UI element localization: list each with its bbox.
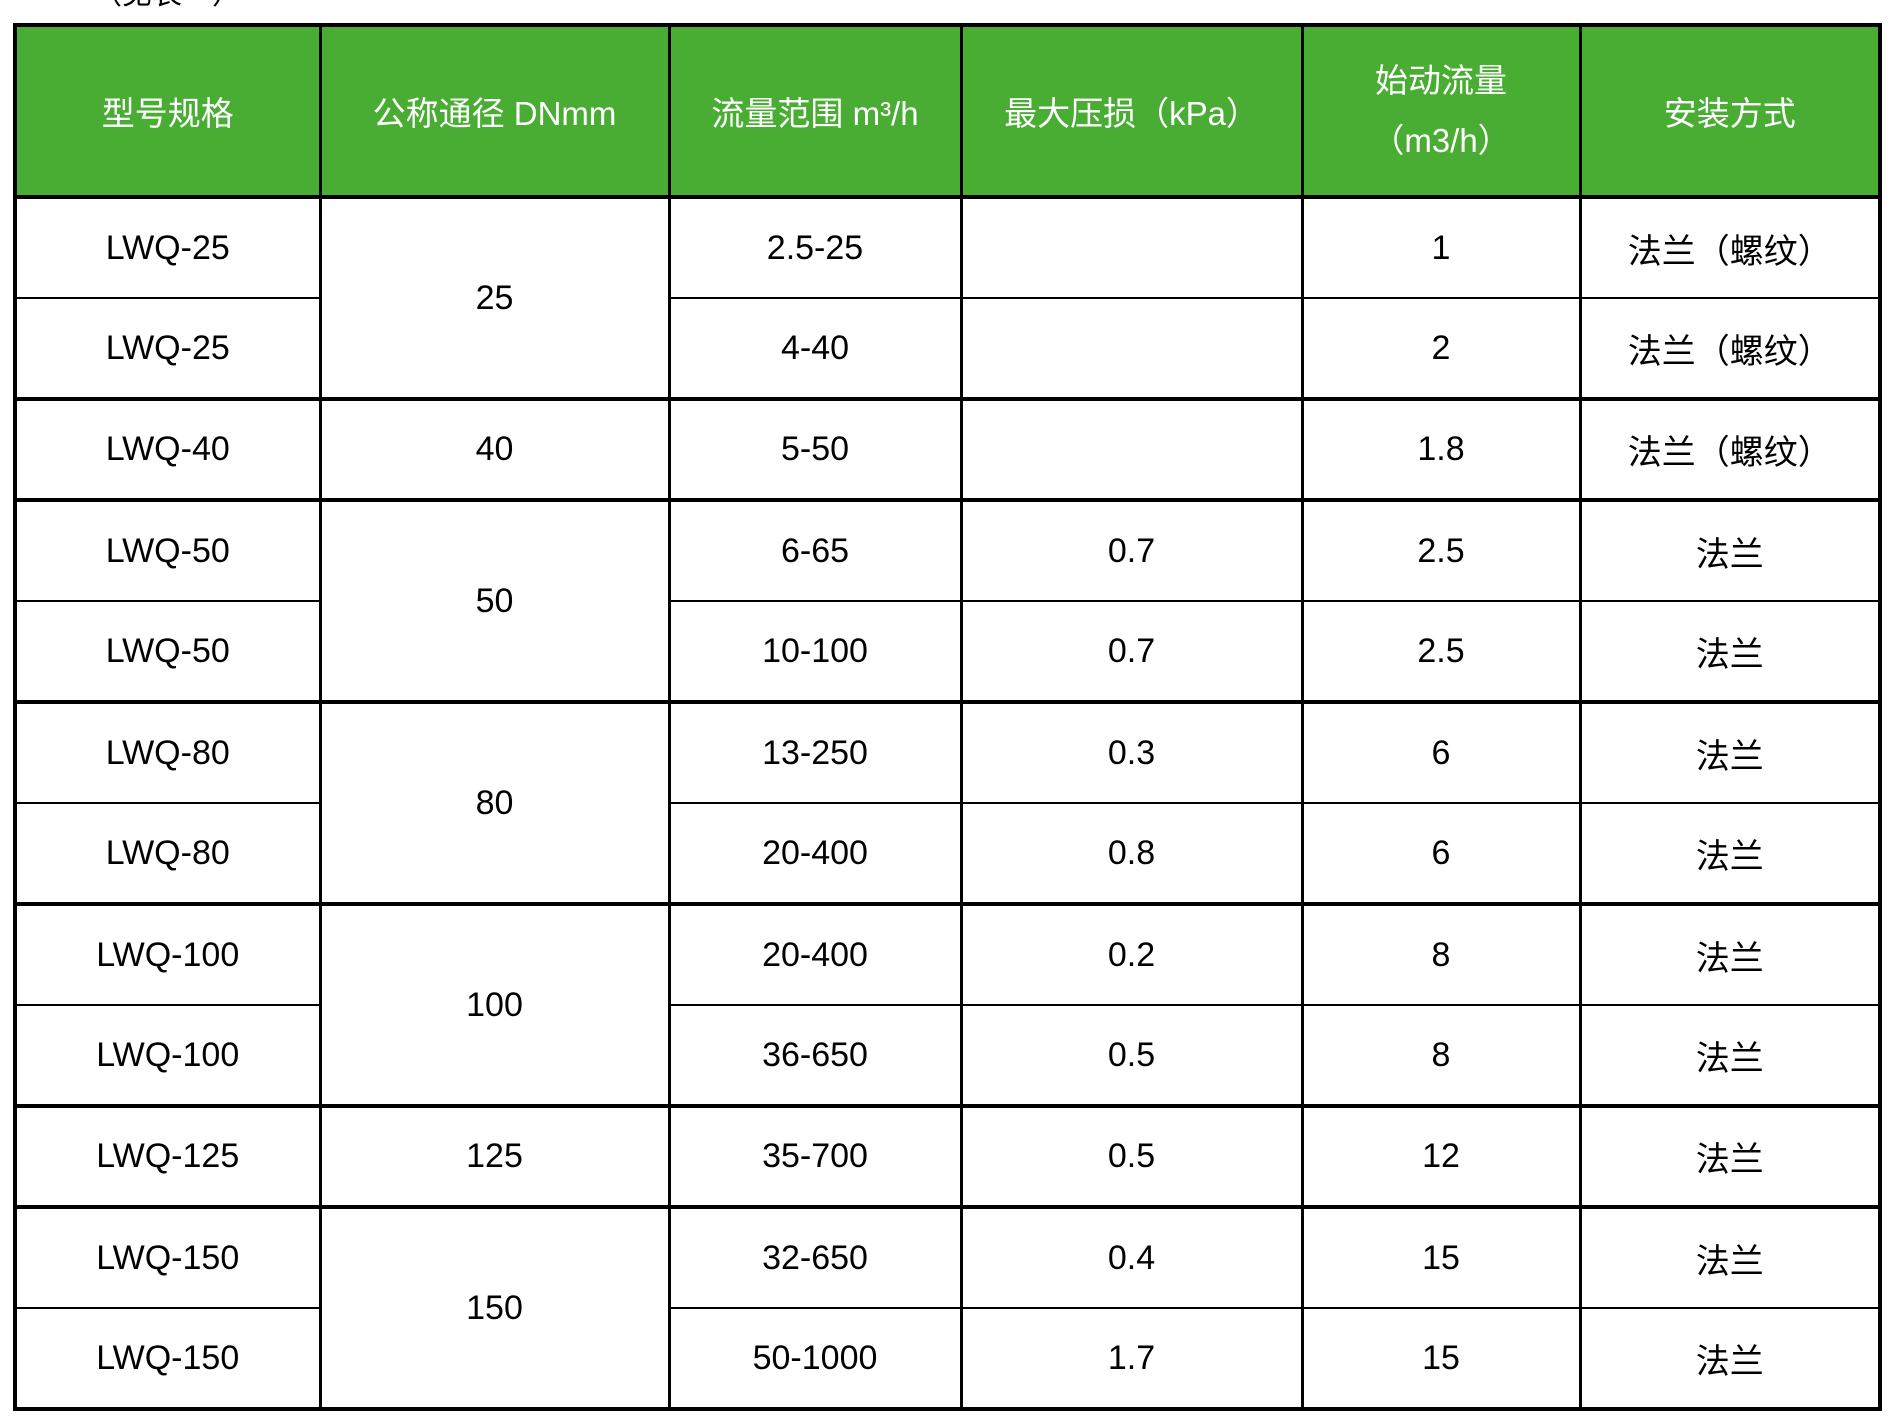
header-model: 型号规格 <box>13 24 322 199</box>
install-cell: 法兰（螺纹） <box>1578 195 1882 299</box>
model-cell: LWQ-150 <box>13 1205 322 1309</box>
flow-range-cell: 13-250 <box>667 700 963 804</box>
table-row: LWQ-150 150 32-650 0.4 15 法兰 <box>13 1205 1882 1410</box>
header-start-flow: 始动流量 （m3/h） <box>1300 24 1582 199</box>
flow-range-cell: 35-700 <box>667 1104 963 1208</box>
flow-range-cell: 50-1000 <box>667 1307 963 1410</box>
pressure-loss-cell: 0.7 <box>959 600 1304 703</box>
page-title: （见表一） <box>92 0 242 12</box>
start-flow-cell: 6 <box>1300 802 1582 905</box>
flow-range-cell: 20-400 <box>667 902 963 1006</box>
start-flow-cell: 15 <box>1300 1205 1582 1309</box>
model-cell: LWQ-40 <box>13 397 322 501</box>
start-flow-cell: 2.5 <box>1300 498 1582 602</box>
pressure-loss-cell: 0.4 <box>959 1205 1304 1309</box>
table-row: LWQ-50 10-100 0.7 2.5 法兰 <box>13 600 1882 703</box>
table-row: LWQ-25 4-40 2 法兰（螺纹） <box>13 297 1882 400</box>
start-flow-cell: 8 <box>1300 902 1582 1006</box>
flow-range-cell: 6-65 <box>667 498 963 602</box>
header-flow-range: 流量范围 m³/h <box>667 24 963 199</box>
install-cell: 法兰 <box>1578 1104 1882 1208</box>
model-cell: LWQ-50 <box>13 600 322 703</box>
pressure-loss-cell: 0.5 <box>959 1004 1304 1107</box>
start-flow-cell: 6 <box>1300 700 1582 804</box>
pressure-loss-cell: 0.7 <box>959 498 1304 602</box>
dn-cell: 40 <box>318 397 671 501</box>
dn-cell: 25 <box>318 195 671 400</box>
pressure-loss-cell <box>959 195 1304 299</box>
install-cell: 法兰（螺纹） <box>1578 397 1882 501</box>
pressure-loss-cell: 1.7 <box>959 1307 1304 1410</box>
header-pressure-loss: 最大压损（kPa） <box>959 24 1304 199</box>
header-install: 安装方式 <box>1578 24 1882 199</box>
start-flow-cell: 8 <box>1300 1004 1582 1107</box>
flow-range-cell: 5-50 <box>667 397 963 501</box>
flow-range-cell: 36-650 <box>667 1004 963 1107</box>
model-cell: LWQ-125 <box>13 1104 322 1208</box>
spec-table: 型号规格 公称通径 DNmm 流量范围 m³/h 最大压损（kPa） 始动流量 … <box>13 23 1882 1411</box>
start-flow-cell: 2 <box>1300 297 1582 400</box>
pressure-loss-cell: 0.5 <box>959 1104 1304 1208</box>
table-row: LWQ-80 80 13-250 0.3 6 法兰 <box>13 700 1882 905</box>
start-flow-cell: 12 <box>1300 1104 1582 1208</box>
start-flow-cell: 15 <box>1300 1307 1582 1410</box>
model-cell: LWQ-100 <box>13 902 322 1006</box>
install-cell: 法兰（螺纹） <box>1578 297 1882 400</box>
install-cell: 法兰 <box>1578 802 1882 905</box>
model-cell: LWQ-100 <box>13 1004 322 1107</box>
install-cell: 法兰 <box>1578 1205 1882 1309</box>
install-cell: 法兰 <box>1578 1307 1882 1410</box>
header-dn: 公称通径 DNmm <box>318 24 671 199</box>
install-cell: 法兰 <box>1578 1004 1882 1107</box>
install-cell: 法兰 <box>1578 902 1882 1006</box>
dn-cell: 50 <box>318 498 671 703</box>
table-body: LWQ-25 25 2.5-25 1 法兰（螺纹） LWQ-25 4-40 2 法兰（螺纹） LW… <box>13 195 1882 1410</box>
table-row: LWQ-100 36-650 0.5 8 法兰 <box>13 1004 1882 1107</box>
model-cell: LWQ-25 <box>13 297 322 400</box>
table-row: LWQ-40 40 5-50 1.8 法兰（螺纹） <box>13 397 1882 501</box>
model-cell: LWQ-25 <box>13 195 322 299</box>
pressure-loss-cell <box>959 397 1304 501</box>
dn-cell: 125 <box>318 1104 671 1208</box>
table-row: LWQ-100 100 20-400 0.2 8 法兰 <box>13 902 1882 1107</box>
install-cell: 法兰 <box>1578 498 1882 602</box>
dn-cell: 150 <box>318 1205 671 1410</box>
flow-range-cell: 32-650 <box>667 1205 963 1309</box>
header-row: 型号规格 公称通径 DNmm 流量范围 m³/h 最大压损（kPa） 始动流量 … <box>13 24 1882 199</box>
model-cell: LWQ-80 <box>13 802 322 905</box>
flow-range-cell: 4-40 <box>667 297 963 400</box>
page-title-text: （见表一） <box>92 0 242 11</box>
model-cell: LWQ-50 <box>13 498 322 602</box>
pressure-loss-cell: 0.8 <box>959 802 1304 905</box>
dn-cell: 100 <box>318 902 671 1107</box>
pressure-loss-cell: 0.2 <box>959 902 1304 1006</box>
flow-range-cell: 10-100 <box>667 600 963 703</box>
start-flow-cell: 1 <box>1300 195 1582 299</box>
table-row: LWQ-80 20-400 0.8 6 法兰 <box>13 802 1882 905</box>
model-cell: LWQ-80 <box>13 700 322 804</box>
table-row: LWQ-125 125 35-700 0.5 12 法兰 <box>13 1104 1882 1208</box>
pressure-loss-cell <box>959 297 1304 400</box>
model-cell: LWQ-150 <box>13 1307 322 1410</box>
table-header: 型号规格 公称通径 DNmm 流量范围 m³/h 最大压损（kPa） 始动流量 … <box>13 24 1882 199</box>
install-cell: 法兰 <box>1578 700 1882 804</box>
start-flow-cell: 1.8 <box>1300 397 1582 501</box>
start-flow-cell: 2.5 <box>1300 600 1582 703</box>
dn-cell: 80 <box>318 700 671 905</box>
pressure-loss-cell: 0.3 <box>959 700 1304 804</box>
flow-range-cell: 20-400 <box>667 802 963 905</box>
table-row: LWQ-25 25 2.5-25 1 法兰（螺纹） <box>13 195 1882 400</box>
flow-range-cell: 2.5-25 <box>667 195 963 299</box>
install-cell: 法兰 <box>1578 600 1882 703</box>
table-row: LWQ-150 50-1000 1.7 15 法兰 <box>13 1307 1882 1410</box>
table-row: LWQ-50 50 6-65 0.7 2.5 法兰 <box>13 498 1882 703</box>
